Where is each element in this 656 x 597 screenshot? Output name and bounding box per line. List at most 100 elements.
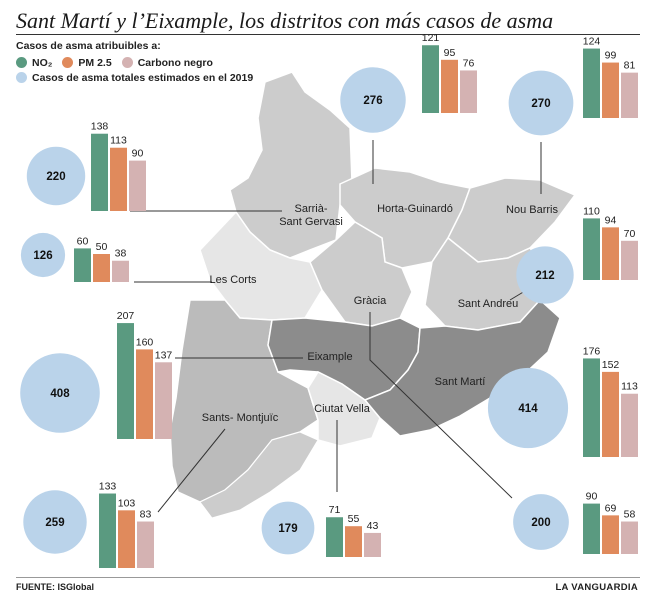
value-label-eixample-pm25: 160	[136, 336, 154, 348]
bar-ciutat-no2	[326, 517, 343, 557]
value-label-eixample-carbon: 137	[155, 349, 173, 361]
bar-sarria-no2	[91, 133, 108, 211]
district-label-sarria: Sarrià-Sant Gervasi	[279, 203, 343, 228]
district-label-sants: Sants- Montjuïc	[202, 412, 279, 424]
bar-lescorts-no2	[74, 248, 91, 282]
source-label: FUENTE:	[16, 582, 55, 592]
legend: Casos de asma atribuibles a: NO₂ PM 2.5 …	[16, 40, 263, 85]
district-label-horta: Horta-Guinardó	[377, 203, 453, 215]
district-label-line-gracia-0: Gràcia	[354, 295, 387, 307]
value-label-horta-carbon: 76	[463, 57, 475, 69]
title-rule	[16, 34, 640, 35]
brand-logo: LA VANGUARDIA	[555, 582, 638, 593]
legend-swatch-carbon	[121, 57, 133, 68]
district-label-line-ciutat-0: Ciutat Vella	[314, 403, 371, 415]
district-label-line-santandreu-0: Sant Andreu	[458, 298, 519, 310]
value-label-sants-pm25: 103	[118, 497, 136, 509]
bar-sants-pm25	[118, 510, 135, 568]
total-label-noubarris: 270	[531, 98, 550, 110]
value-label-noubarris-pm25: 99	[605, 50, 617, 62]
legend-item-carbon: Carbono negro	[121, 56, 213, 69]
bar-gracia-carbon	[621, 521, 638, 554]
district-label-line-eixample-0: Eixample	[307, 351, 352, 363]
map-region-ciutat	[307, 371, 381, 447]
district-label-santandreu: Sant Andreu	[458, 298, 519, 310]
value-label-sarria-no2: 138	[91, 121, 109, 133]
district-label-line-lescorts-0: Les Corts	[209, 274, 257, 286]
value-label-santmarti-no2: 176	[583, 345, 601, 357]
bar-horta-carbon	[460, 70, 477, 113]
bar-eixample-pm25	[136, 349, 153, 439]
value-label-santmarti-carbon: 113	[621, 381, 638, 393]
value-label-eixample-no2: 207	[117, 310, 135, 322]
value-label-sarria-carbon: 90	[132, 148, 144, 160]
total-label-santmarti: 414	[518, 403, 538, 415]
value-label-sants-no2: 133	[99, 481, 117, 493]
legend-item-total: Casos de asma totales estimados en el 20…	[16, 72, 253, 84]
value-label-gracia-pm25: 69	[605, 502, 617, 514]
map-port	[199, 431, 319, 519]
bar-horta-no2	[422, 45, 439, 113]
value-label-noubarris-carbon: 81	[624, 60, 636, 72]
value-label-gracia-no2: 90	[586, 491, 598, 503]
bar-gracia-no2	[583, 503, 600, 554]
district-label-line-noubarris-0: Nou Barris	[506, 204, 558, 216]
value-label-sants-carbon: 83	[140, 509, 152, 521]
bar-noubarris-carbon	[621, 72, 638, 118]
leader-line-sants	[157, 428, 226, 513]
bar-santmarti-carbon	[621, 393, 638, 457]
value-label-lescorts-no2: 60	[77, 235, 89, 247]
district-label-eixample: Eixample	[307, 351, 352, 363]
total-label-gracia: 200	[531, 517, 550, 529]
bar-noubarris-pm25	[602, 62, 619, 118]
district-label-line-sarria-0: Sarrià-	[294, 203, 327, 215]
bar-sants-carbon	[137, 521, 154, 568]
legend-label-pm25: PM 2.5	[78, 56, 112, 69]
total-circle-noubarris	[508, 70, 574, 136]
value-label-noubarris-no2: 124	[583, 36, 601, 48]
source-name: ISGlobal	[57, 582, 95, 592]
total-circle-gracia	[513, 494, 569, 550]
chart-title: Sant Martí y l’Eixample, los distritos c…	[16, 8, 554, 33]
total-circle-sants	[23, 490, 87, 554]
value-label-sarria-pm25: 113	[110, 135, 127, 147]
district-label-santmarti: Sant Martí	[435, 376, 486, 388]
legend-label-carbon: Carbono negro	[137, 56, 213, 69]
district-label-line-sarria-1: Sant Gervasi	[279, 216, 343, 228]
value-label-santandreu-no2: 110	[583, 205, 600, 217]
total-circle-horta	[340, 67, 406, 133]
total-circle-sarria	[26, 146, 86, 206]
bar-sarria-pm25	[110, 147, 127, 211]
legend-swatch-total	[16, 72, 27, 83]
district-label-gracia: Gràcia	[354, 295, 387, 307]
legend-swatch-pm25	[62, 57, 74, 68]
bar-santandreu-pm25	[602, 227, 619, 280]
district-label-lescorts: Les Corts	[209, 274, 257, 286]
district-label-line-sants-0: Sants- Montjuïc	[202, 412, 279, 424]
total-label-sants: 259	[45, 517, 64, 529]
bar-sants-no2	[99, 493, 116, 568]
value-label-ciutat-pm25: 55	[348, 513, 360, 525]
bar-sarria-carbon	[129, 160, 146, 211]
bar-santandreu-no2	[583, 218, 600, 280]
legend-swatch-no2	[16, 57, 27, 68]
value-label-santmarti-pm25: 152	[602, 359, 620, 371]
value-label-horta-pm25: 95	[444, 47, 456, 59]
total-label-eixample: 408	[50, 388, 70, 400]
bar-horta-pm25	[441, 59, 458, 113]
total-label-santandreu: 212	[535, 270, 554, 282]
barcelona-map	[169, 71, 577, 519]
bar-santandreu-carbon	[621, 240, 638, 280]
total-circle-santmarti	[487, 367, 569, 449]
value-label-santandreu-carbon: 70	[624, 228, 636, 240]
footer-rule	[16, 577, 640, 578]
total-label-horta: 276	[363, 95, 382, 107]
bar-noubarris-no2	[583, 48, 600, 119]
value-label-lescorts-carbon: 38	[115, 248, 127, 260]
bar-eixample-carbon	[155, 362, 172, 439]
value-label-ciutat-no2: 71	[329, 504, 341, 516]
value-label-santandreu-pm25: 94	[605, 214, 617, 226]
total-label-sarria: 220	[46, 171, 65, 183]
district-label-noubarris: Nou Barris	[506, 204, 558, 216]
